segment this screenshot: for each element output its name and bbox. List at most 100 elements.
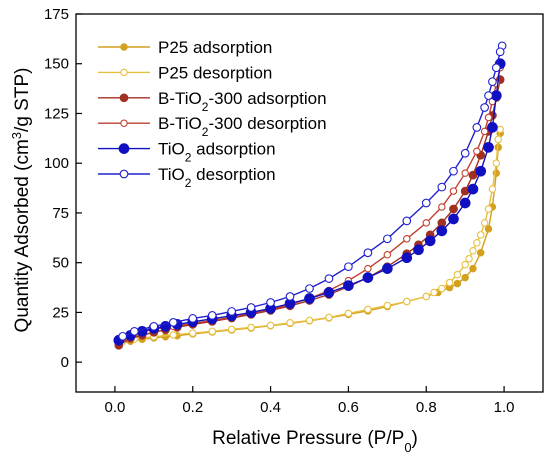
data-point xyxy=(461,169,469,177)
legend-marker xyxy=(119,93,129,103)
data-point xyxy=(227,307,237,316)
y-tick-label: 75 xyxy=(52,205,69,222)
data-point xyxy=(469,264,477,273)
data-point xyxy=(468,170,478,180)
data-point xyxy=(449,204,458,214)
data-point xyxy=(473,239,481,247)
y-tick-label: 0 xyxy=(61,354,69,371)
legend-label: B-TiO2-300 adsorption xyxy=(158,89,327,114)
y-tick-label: 150 xyxy=(44,56,69,73)
legend-label: P25 adsorption xyxy=(158,38,272,57)
legend-marker xyxy=(120,43,128,51)
data-point xyxy=(484,91,493,100)
data-point xyxy=(461,273,469,282)
x-tick-label: 0.4 xyxy=(260,399,281,416)
data-point xyxy=(484,113,493,122)
data-point xyxy=(465,254,473,263)
data-point xyxy=(483,141,494,153)
legend-item: P25 adsorption xyxy=(98,38,272,57)
data-point xyxy=(188,314,198,323)
data-point xyxy=(189,329,197,337)
data-point xyxy=(383,301,392,310)
data-point xyxy=(422,219,430,227)
data-point xyxy=(467,183,479,195)
data-point xyxy=(484,205,493,213)
data-point xyxy=(247,323,255,332)
series-6 xyxy=(118,41,507,341)
data-point xyxy=(383,250,392,259)
data-point xyxy=(305,316,314,325)
data-point xyxy=(421,198,431,208)
data-point xyxy=(161,332,170,341)
x-tick-label: 1.0 xyxy=(494,399,515,416)
legend-marker xyxy=(120,119,128,127)
data-point xyxy=(488,185,497,193)
data-point xyxy=(491,63,501,73)
y-axis-title: Quantity Adsorbed (cm3/g STP) xyxy=(9,68,34,333)
data-point xyxy=(436,225,448,237)
data-point xyxy=(496,125,504,134)
data-point xyxy=(469,246,477,255)
data-point xyxy=(227,325,236,334)
x-tick-label: 0.0 xyxy=(104,399,125,416)
legend-marker xyxy=(119,169,129,179)
data-point xyxy=(323,287,335,298)
y-tick-label: 175 xyxy=(44,6,69,23)
data-point xyxy=(364,305,372,314)
data-point xyxy=(438,284,446,293)
series-2 xyxy=(118,125,504,346)
data-point xyxy=(480,219,489,227)
x-tick-label: 0.8 xyxy=(416,399,437,416)
data-point xyxy=(324,274,334,283)
data-point xyxy=(488,77,497,86)
data-point xyxy=(495,47,505,57)
data-point xyxy=(207,311,217,320)
ticks: 0.0 0.2 0.4 0.6 0.8 1.0 0 25 50 75 100 125 150 175 xyxy=(44,6,515,416)
data-point xyxy=(473,147,481,156)
x-axis-title: Relative Pressure (P/P0) xyxy=(212,428,418,455)
legend-marker xyxy=(120,68,128,77)
data-point xyxy=(382,234,392,244)
data-point xyxy=(286,319,294,327)
x-tick-label: 0.2 xyxy=(182,399,203,416)
data-point xyxy=(476,248,485,257)
data-point xyxy=(344,262,353,272)
data-point xyxy=(480,127,489,136)
data-point xyxy=(430,288,438,297)
legend: P25 adsorption P25 desorption B-TiO2-300 a… xyxy=(98,38,327,190)
legend-item: B-TiO2-300 adsorption xyxy=(98,89,327,114)
data-point xyxy=(449,187,458,195)
data-point xyxy=(344,309,353,318)
data-point xyxy=(325,313,333,322)
data-point xyxy=(362,272,374,283)
data-point xyxy=(422,292,430,301)
data-point xyxy=(459,197,471,209)
data-point xyxy=(403,235,411,243)
data-point xyxy=(437,182,447,192)
series-1 xyxy=(115,129,504,349)
data-point xyxy=(453,270,462,279)
legend-item: TiO2 desorption xyxy=(98,165,276,190)
data-point xyxy=(449,166,458,176)
data-point xyxy=(343,280,354,291)
axes xyxy=(75,13,544,393)
y-tick-label: 100 xyxy=(44,155,69,172)
data-point xyxy=(285,292,295,301)
data-point xyxy=(130,326,139,336)
data-point xyxy=(305,284,314,293)
plot-area xyxy=(113,41,507,350)
data-point xyxy=(118,331,128,341)
data-point xyxy=(480,103,489,112)
data-point xyxy=(364,264,372,273)
data-point xyxy=(401,252,413,264)
legend-label: P25 desorption xyxy=(158,63,272,82)
data-point xyxy=(169,331,178,339)
legend-item: TiO2 adsorption xyxy=(98,140,276,165)
data-point xyxy=(472,123,482,132)
data-point xyxy=(208,327,216,336)
data-point xyxy=(402,216,412,226)
data-point xyxy=(492,159,501,167)
data-point xyxy=(266,321,275,330)
data-point xyxy=(453,279,462,288)
